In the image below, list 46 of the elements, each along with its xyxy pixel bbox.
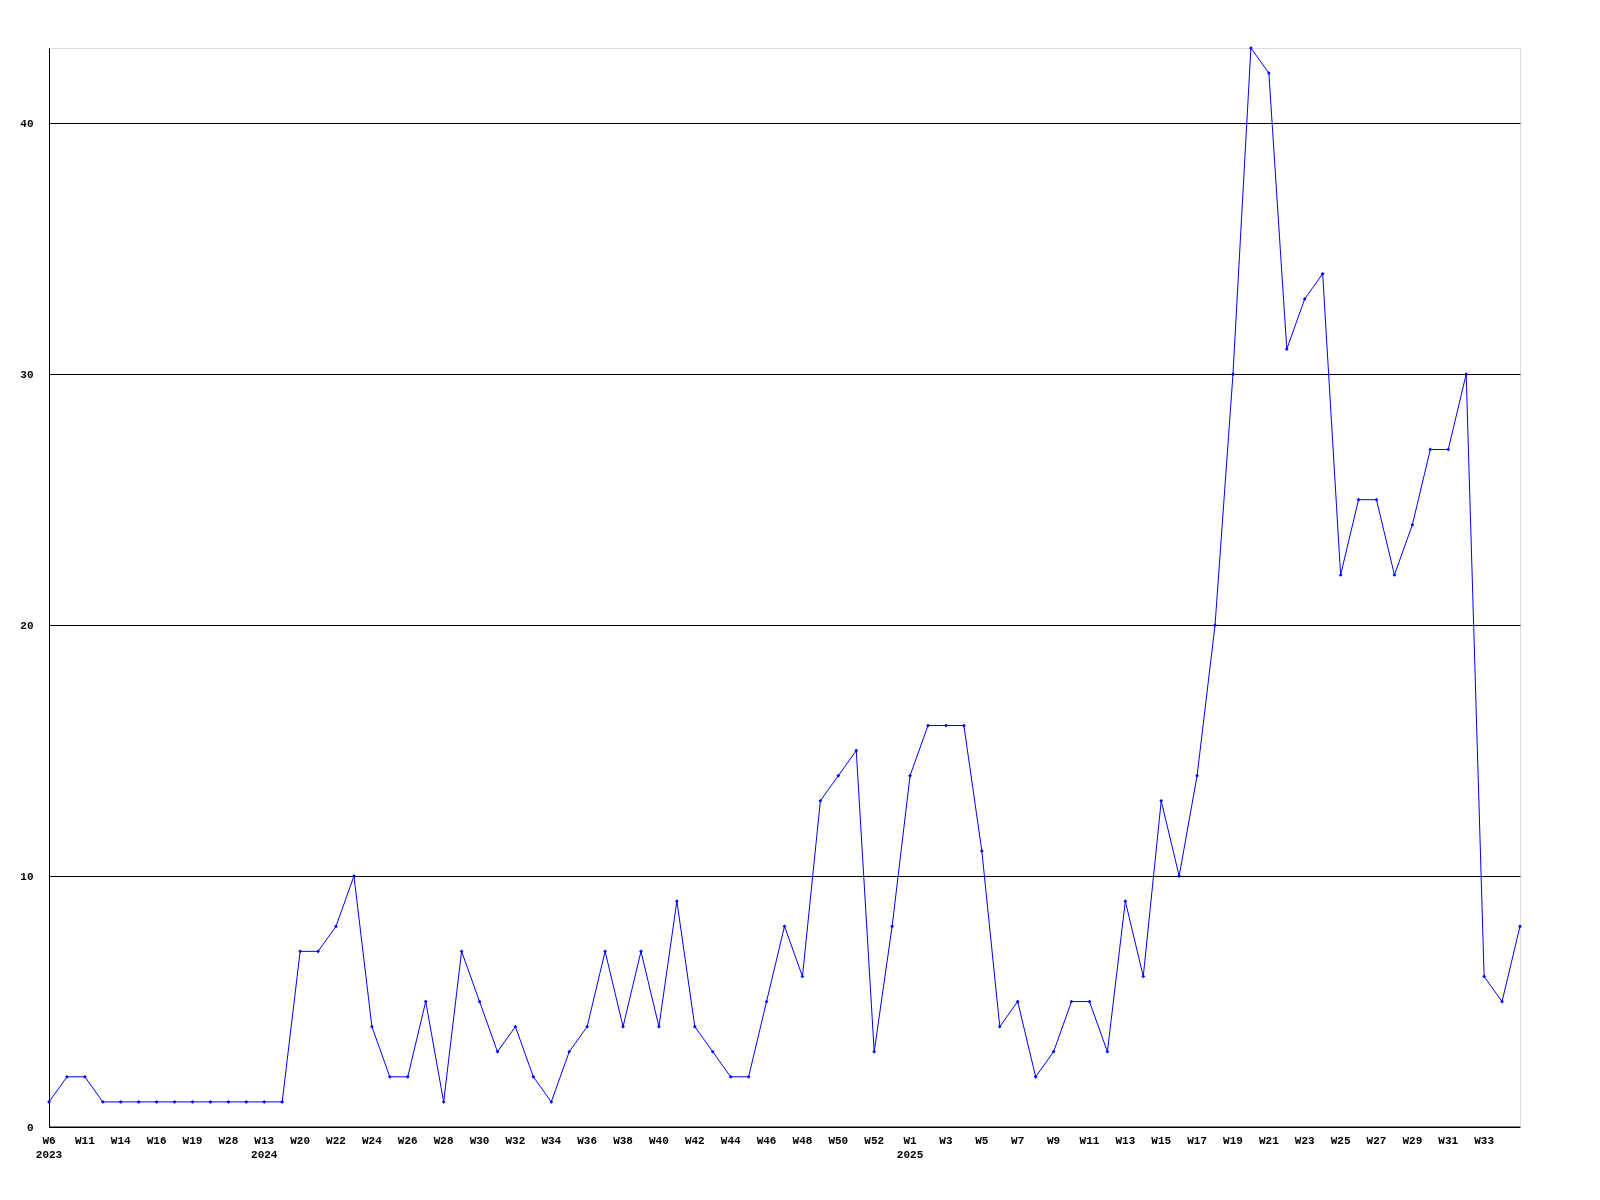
x-tick-label: W46 (756, 1135, 777, 1147)
x-tick-label: W26 (397, 1135, 418, 1147)
x-tick-label: W19 (1223, 1135, 1243, 1147)
x-tick-label: W33 (1474, 1135, 1495, 1147)
x-tick-label: W27 (1366, 1135, 1387, 1147)
x-tick-label: W1 2025 (896, 1135, 924, 1161)
x-tick-label: W11 (1079, 1135, 1100, 1147)
x-tick-label: W31 (1438, 1135, 1459, 1147)
x-tick-label: W16 (146, 1135, 167, 1147)
x-tick-label: W25 (1330, 1135, 1351, 1147)
y-tick-label: 0 (26, 1121, 34, 1134)
x-tick-label: W17 (1187, 1135, 1207, 1147)
y-tick-label: 30 (20, 368, 34, 381)
y-tick-label: 40 (20, 117, 34, 130)
x-tick-label: W21 (1258, 1135, 1280, 1147)
y-tick-label: 10 (20, 870, 34, 883)
x-tick-label: W23 (1294, 1135, 1316, 1147)
x-tick-label: W15 (1151, 1135, 1172, 1147)
x-tick-label: W13 (1115, 1135, 1136, 1147)
x-tick-label: W52 (864, 1135, 885, 1147)
x-tick-label: W24 (362, 1135, 383, 1147)
x-tick-label: W38 (613, 1135, 634, 1147)
x-tick-label: W48 (792, 1135, 813, 1147)
y-tick-label: 20 (20, 619, 34, 632)
x-tick-label: W30 (469, 1135, 490, 1147)
x-tick-label: W9 (1046, 1135, 1061, 1147)
x-tick-label: W19 (182, 1135, 203, 1147)
x-tick-label: W22 (326, 1135, 346, 1147)
x-tick-label: W44 (720, 1135, 741, 1147)
x-tick-label: W11 (74, 1135, 96, 1147)
x-tick-label: W40 (649, 1135, 669, 1147)
x-tick-label: W29 (1402, 1135, 1423, 1147)
x-tick-label: W50 (828, 1135, 849, 1147)
x-tick-label: W28 (218, 1135, 239, 1147)
x-tick-label: W34 (541, 1135, 562, 1147)
x-tick-label: W14 (110, 1135, 132, 1147)
x-tick-label: W7 (1011, 1135, 1025, 1147)
x-tick-label: W36 (577, 1135, 598, 1147)
x-tick-label: W6 2023 (35, 1135, 63, 1161)
x-tick-label: W42 (684, 1135, 705, 1147)
x-tick-label: W3 (939, 1135, 953, 1147)
x-tick-label: W28 (433, 1135, 454, 1147)
x-tick-label: W20 (290, 1135, 311, 1147)
x-tick-label: W5 (975, 1135, 989, 1147)
x-tick-label: W32 (505, 1135, 526, 1147)
x-tick-label: W13 2024 (251, 1135, 278, 1161)
